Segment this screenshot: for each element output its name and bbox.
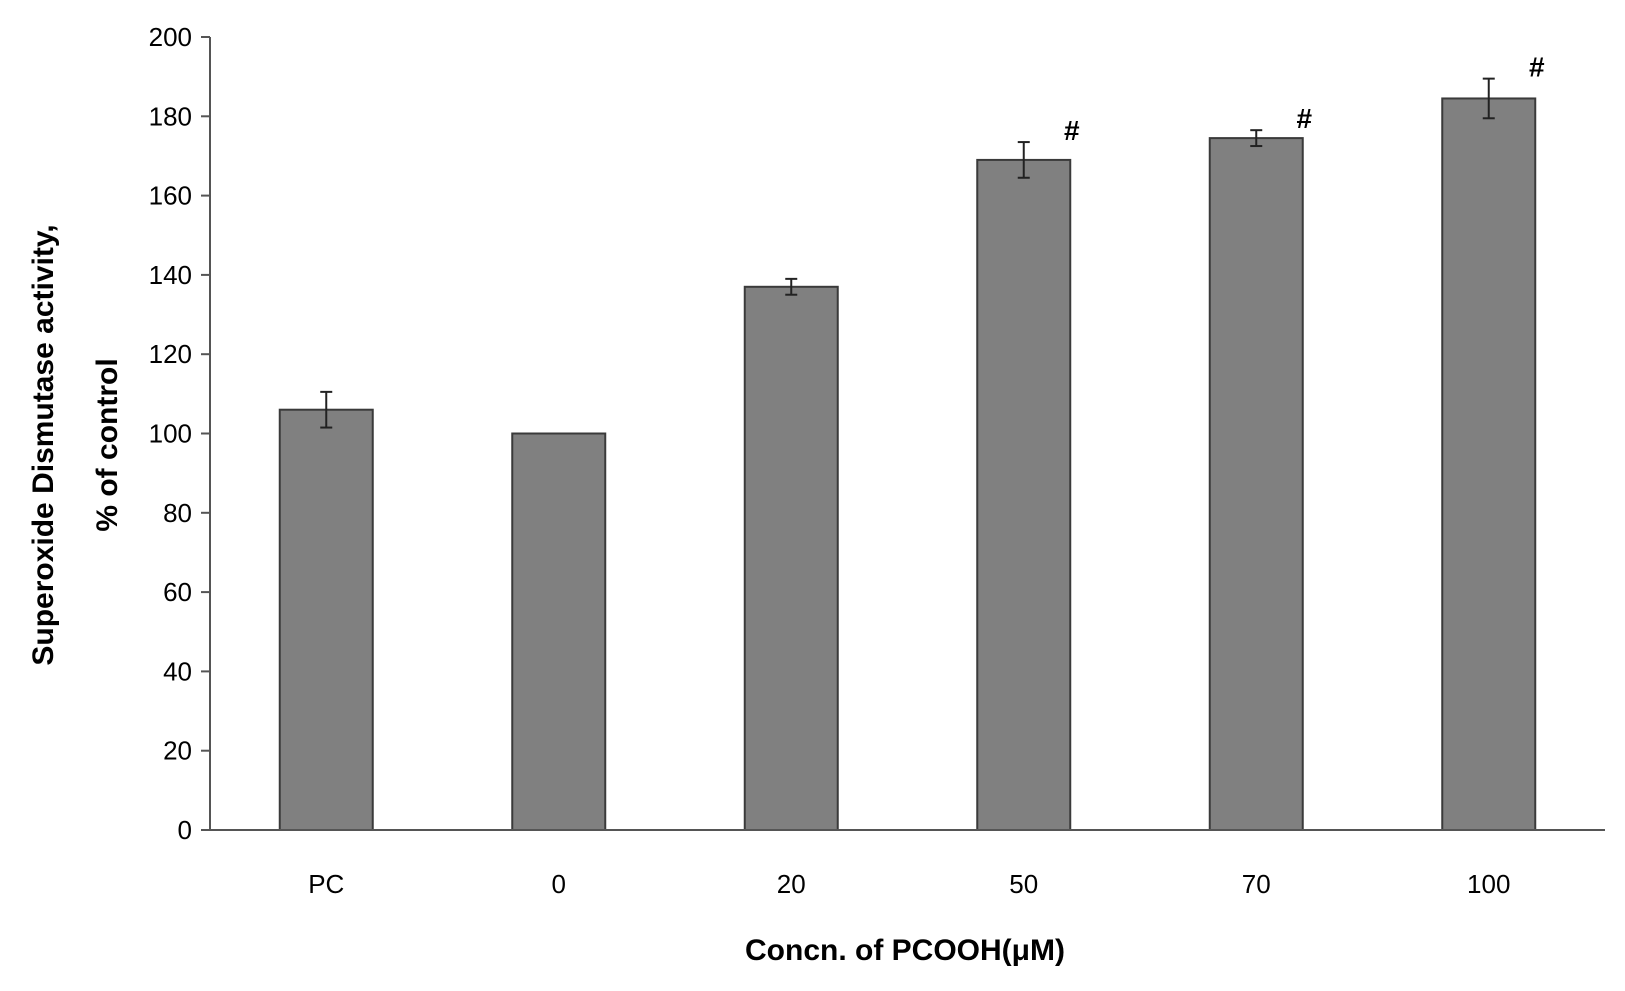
significance-marker: # <box>1064 115 1080 146</box>
x-axis-title: Concn. of PCOOH(μM) <box>745 934 1065 967</box>
y-tick-label: 60 <box>163 577 192 607</box>
y-axis-ticks: 0 20 40 60 80 100 120 140 160 180 200 <box>149 22 210 845</box>
error-bars-group <box>320 77 1495 429</box>
x-tick-label: PC <box>308 869 344 899</box>
x-tick-label: 100 <box>1467 869 1510 899</box>
y-axis-title: Superoxide Dismutase activity, % of cont… <box>27 224 124 665</box>
y-tick-label: 100 <box>149 419 192 449</box>
bar <box>278 408 374 831</box>
bar <box>976 158 1072 832</box>
bar <box>1208 137 1304 832</box>
bar <box>743 285 839 832</box>
x-tick-label: 70 <box>1242 869 1271 899</box>
annotations-group: # # # <box>1064 52 1545 146</box>
y-tick-label: 200 <box>149 22 192 52</box>
y-tick-label: 180 <box>149 101 192 131</box>
y-tick-label: 40 <box>163 656 192 686</box>
x-tick-label: 50 <box>1009 869 1038 899</box>
bar <box>1441 97 1537 831</box>
significance-marker: # <box>1529 52 1545 83</box>
y-axis-title-line2: % of control <box>91 358 124 531</box>
y-axis-title-line1: Superoxide Dismutase activity, <box>27 224 60 665</box>
y-tick-label: 120 <box>149 339 192 369</box>
y-tick-label: 80 <box>163 498 192 528</box>
y-tick-label: 160 <box>149 181 192 211</box>
bars-group <box>278 97 1537 832</box>
x-tick-label: 20 <box>777 869 806 899</box>
x-axis-tick-labels: PC 0 20 50 70 100 <box>308 869 1510 899</box>
y-tick-label: 0 <box>178 815 192 845</box>
bar <box>511 432 607 831</box>
x-tick-label: 0 <box>552 869 566 899</box>
y-tick-label: 140 <box>149 260 192 290</box>
y-tick-label: 20 <box>163 736 192 766</box>
significance-marker: # <box>1296 103 1312 134</box>
